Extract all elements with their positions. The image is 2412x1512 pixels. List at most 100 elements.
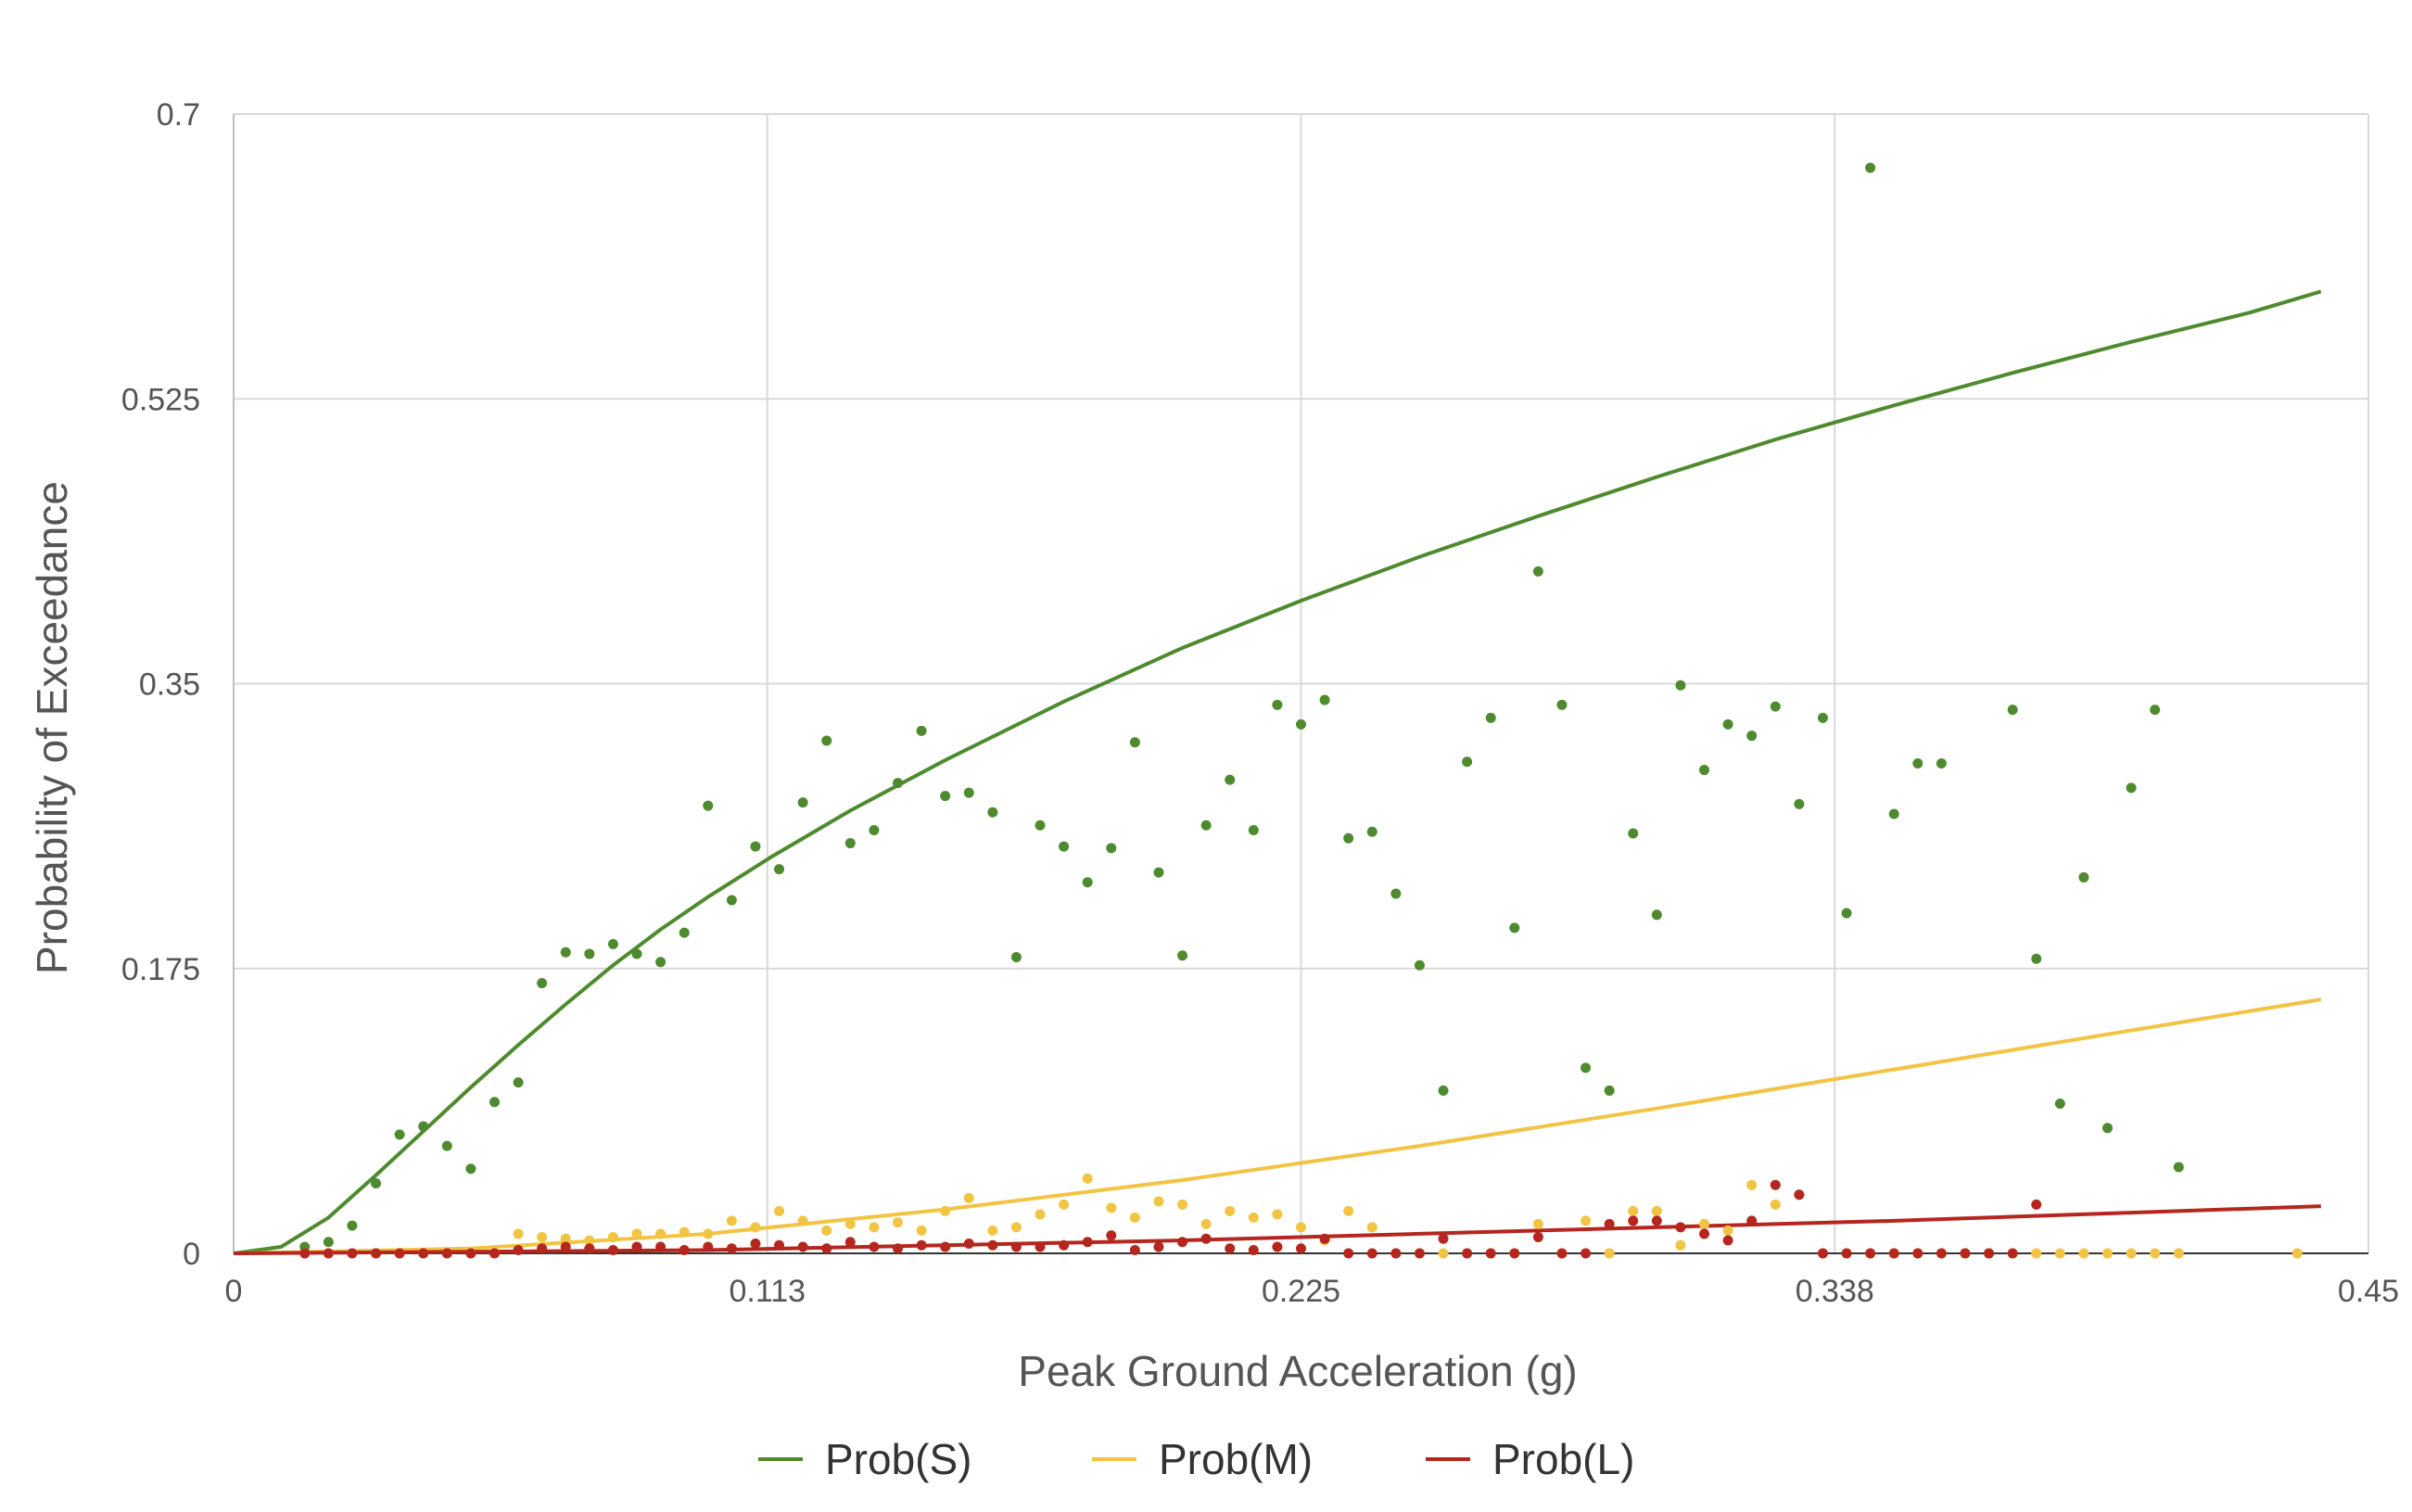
data-point-prob-s (1509, 922, 1520, 934)
data-point-prob-s (418, 1121, 429, 1132)
data-point-prob-s (1462, 756, 1473, 768)
legend-item-prob-s[interactable]: Prob(S) (758, 1435, 971, 1483)
data-point-prob-s (631, 948, 642, 959)
data-point-prob-m (2102, 1248, 2114, 1259)
y-tick-label: 0.35 (139, 667, 200, 703)
data-point-prob-s (1580, 1062, 1592, 1074)
data-point-prob-m (1651, 1205, 1662, 1216)
data-point-prob-s (1817, 712, 1828, 723)
data-point-prob-s (892, 778, 903, 789)
data-point-prob-s (1532, 565, 1543, 577)
data-point-prob-l (1106, 1230, 1117, 1241)
data-point-prob-l (441, 1248, 452, 1259)
data-point-prob-m (2031, 1248, 2042, 1259)
x-tick-label: 0 (225, 1274, 243, 1309)
data-point-prob-s (1675, 680, 1686, 691)
data-point-prob-l (394, 1248, 405, 1259)
data-point-prob-m (631, 1228, 642, 1239)
data-point-prob-s (1010, 951, 1022, 962)
data-point-prob-m (1366, 1222, 1377, 1233)
data-point-prob-m (1200, 1218, 1212, 1229)
data-point-prob-m (1438, 1248, 1449, 1259)
data-point-prob-s (1485, 712, 1496, 723)
data-point-prob-m (916, 1225, 927, 1236)
data-point-prob-s (869, 825, 880, 836)
data-point-prob-m (1699, 1218, 1710, 1229)
data-point-prob-l (844, 1237, 856, 1248)
data-point-prob-s (655, 957, 666, 968)
data-point-prob-m (537, 1231, 548, 1242)
data-point-prob-m (2054, 1248, 2065, 1259)
data-point-prob-m (1106, 1202, 1117, 1213)
data-point-prob-l (655, 1241, 666, 1252)
data-point-prob-s (1794, 798, 1805, 809)
legend-item-prob-m[interactable]: Prob(M) (1092, 1435, 1313, 1483)
data-point-prob-s (1651, 909, 1662, 921)
data-point-prob-l (607, 1244, 618, 1255)
data-point-prob-s (2173, 1162, 2184, 1173)
data-point-prob-m (560, 1233, 571, 1244)
data-point-prob-s (513, 1077, 524, 1088)
data-point-prob-l (821, 1243, 832, 1254)
data-point-prob-m (1343, 1205, 1354, 1216)
legend-label-prob-l: Prob(L) (1492, 1435, 1634, 1483)
data-point-prob-s (1936, 758, 1947, 769)
data-point-prob-l (347, 1248, 358, 1259)
data-point-prob-m (2150, 1248, 2161, 1259)
data-point-prob-l (1059, 1239, 1070, 1251)
data-point-prob-s (1699, 765, 1710, 776)
data-point-prob-l (1248, 1244, 1259, 1255)
data-point-prob-l (1462, 1248, 1473, 1259)
data-point-prob-m (774, 1205, 785, 1216)
data-point-prob-l (371, 1248, 382, 1259)
data-point-prob-m (1296, 1222, 1306, 1233)
data-point-prob-l (1366, 1248, 1377, 1259)
data-point-prob-s (1343, 832, 1354, 844)
data-point-prob-s (963, 787, 974, 798)
data-point-prob-s (489, 1097, 500, 1108)
data-point-prob-l (1272, 1241, 1283, 1252)
data-point-prob-l (1438, 1233, 1449, 1244)
legend-label-prob-m: Prob(M) (1159, 1435, 1313, 1483)
data-point-prob-m (797, 1215, 808, 1226)
x-tick-label: 0.338 (1796, 1274, 1874, 1309)
data-point-prob-l (963, 1238, 974, 1249)
data-point-prob-m (1225, 1205, 1236, 1216)
data-point-prob-s (679, 927, 690, 938)
data-point-prob-l (1177, 1237, 1188, 1248)
data-point-prob-s (441, 1140, 452, 1151)
data-point-prob-l (1770, 1179, 1781, 1190)
data-point-prob-l (679, 1244, 690, 1255)
data-points (299, 162, 2303, 1259)
data-point-prob-l (1675, 1222, 1686, 1233)
points-prob-s (299, 162, 2184, 1259)
data-point-prob-m (584, 1235, 595, 1246)
data-point-prob-l (2007, 1248, 2018, 1259)
data-point-prob-s (987, 807, 998, 818)
legend-item-prob-l[interactable]: Prob(L) (1426, 1435, 1634, 1483)
data-point-prob-s (1865, 162, 1876, 173)
data-point-prob-l (418, 1248, 429, 1259)
data-point-prob-s (1082, 877, 1093, 888)
data-point-prob-s (394, 1129, 405, 1140)
data-point-prob-s (347, 1220, 358, 1231)
data-point-prob-m (1722, 1225, 1733, 1236)
data-point-prob-m (2173, 1248, 2184, 1259)
data-point-prob-l (797, 1241, 808, 1252)
points-prob-l (299, 1179, 2042, 1259)
data-point-prob-m (2291, 1248, 2303, 1259)
data-point-prob-l (1936, 1248, 1947, 1259)
data-point-prob-s (2054, 1098, 2065, 1109)
x-tick-label: 0.225 (1262, 1274, 1340, 1309)
data-point-prob-l (1200, 1233, 1212, 1244)
data-point-prob-s (1414, 959, 1425, 971)
data-point-prob-l (1628, 1215, 1639, 1226)
data-point-prob-l (1532, 1231, 1543, 1242)
y-tick-label: 0 (183, 1237, 200, 1272)
data-point-prob-m (1532, 1218, 1543, 1229)
data-point-prob-s (1129, 737, 1140, 748)
data-point-prob-s (703, 800, 714, 811)
y-tick-label: 0.525 (121, 382, 200, 417)
